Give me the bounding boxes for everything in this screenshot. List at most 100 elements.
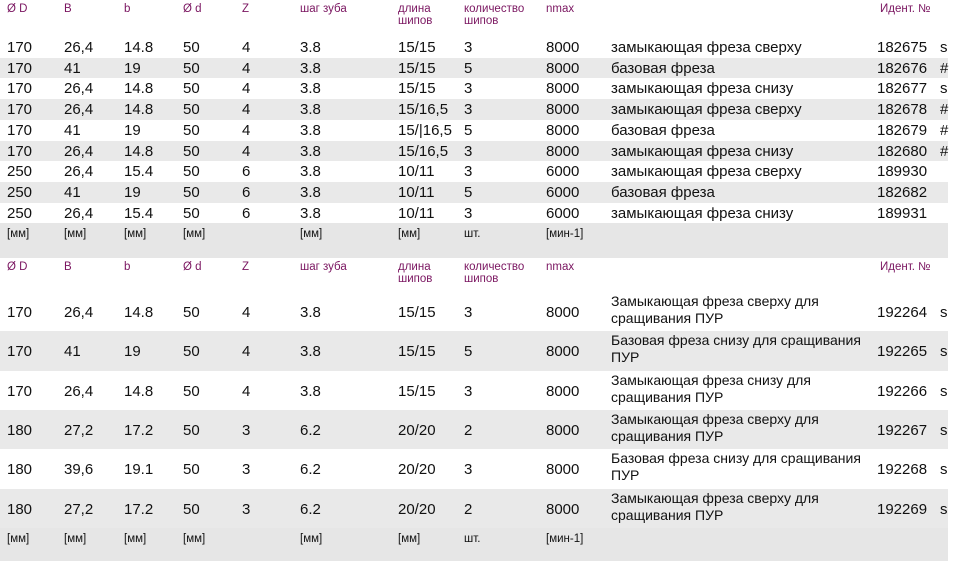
table-row: 250 26,4 15.4 50 6 3.8 10/11 3 6000 замыкающая фр… [0, 202, 948, 224]
cell-width-b: 19 [124, 121, 141, 139]
cell-bore-diameter: 50 [183, 461, 200, 479]
cell-nmax: 8000 [546, 304, 580, 321]
cell-description: замыкающая фреза снизу [611, 204, 794, 222]
cell-nmax: 8000 [546, 121, 580, 139]
cell-teeth-count: 4 [242, 382, 251, 400]
cell-outer-diameter: 250 [7, 204, 33, 222]
header-nmax: nmax [546, 261, 575, 273]
unit-bore-diameter: [мм] [183, 533, 206, 545]
cell-teeth-count: 4 [242, 121, 251, 139]
header-width-B: B [64, 261, 72, 273]
table-row: 170 26,4 14.8 50 4 3.8 15/15 3 8000 замыкающая фр… [0, 78, 948, 100]
table-row: 170 26,4 14.8 50 4 3.8 15/15 3 8000 замыкающая фр… [0, 37, 948, 58]
cell-tooth-pitch: 6.2 [300, 421, 321, 439]
cell-nmax: 8000 [546, 142, 580, 160]
header-ident-number: Идент. № [880, 261, 931, 273]
table-row: 180 27,2 17.2 50 3 6.2 20/20 2 8000 Замыкающая фр… [0, 488, 948, 528]
cell-ident-number: 192268 [877, 461, 928, 479]
cell-nmax: 8000 [546, 59, 580, 77]
cell-nmax: 8000 [546, 343, 580, 361]
cell-outer-diameter: 170 [7, 39, 33, 56]
header-outer-diameter: Ø D [7, 261, 28, 273]
cell-width-b: 17.2 [124, 421, 154, 439]
cell-tenon-length: 15/15 [398, 80, 436, 98]
cell-width-B: 41 [64, 183, 81, 201]
cell-marker: # [940, 59, 949, 77]
cell-bore-diameter: 50 [183, 304, 200, 321]
cell-ident-number: 182677 [877, 80, 928, 98]
table-row: 180 39,6 19.1 50 3 6.2 20/20 3 8000 Базовая фреза… [0, 449, 948, 489]
cell-ident-number: 182675 [877, 39, 928, 56]
cell-tenon-length: 20/20 [398, 461, 436, 479]
cell-description: базовая фреза [611, 183, 715, 201]
table-header: Ø D B b Ø d Z шаг зуба длина шипов количе… [0, 258, 948, 292]
cell-width-B: 41 [64, 59, 81, 77]
unit-nmax: [мин-1] [546, 228, 584, 240]
cell-tooth-pitch: 3.8 [300, 59, 321, 77]
header-bore-diameter: Ø d [183, 3, 202, 15]
cell-description: Замыкающая фреза сверху для сращивания П… [611, 489, 819, 523]
cell-description: замыкающая фреза сверху [611, 101, 802, 119]
unit-tenon-count: шт. [464, 228, 481, 240]
header-tenon-count: количество шипов [464, 3, 525, 27]
cell-tenon-count: 3 [464, 304, 473, 321]
unit-width-b: [мм] [124, 533, 147, 545]
cell-bore-diameter: 50 [183, 59, 200, 77]
cell-marker: s [940, 382, 948, 400]
cell-tenon-length: 15/15 [398, 304, 436, 321]
unit-tenon-count: шт. [464, 533, 481, 545]
cell-tooth-pitch: 3.8 [300, 382, 321, 400]
table-row: 170 26,4 14.8 50 4 3.8 15/15 3 8000 Замыкающая фр… [0, 370, 948, 410]
cell-marker: s [940, 343, 948, 361]
cell-width-b: 14.8 [124, 142, 154, 160]
unit-tooth-pitch: [мм] [300, 533, 323, 545]
unit-tenon-length: [мм] [398, 533, 421, 545]
cell-width-b: 15.4 [124, 204, 154, 222]
unit-width-b: [мм] [124, 228, 147, 240]
cell-width-B: 27,2 [64, 500, 94, 518]
cell-width-b: 15.4 [124, 163, 154, 181]
cell-tenon-length: 10/11 [398, 183, 435, 201]
cell-teeth-count: 6 [242, 183, 251, 201]
cell-tooth-pitch: 3.8 [300, 142, 321, 160]
unit-tenon-length: [мм] [398, 228, 421, 240]
table-row: 170 26,4 14.8 50 4 3.8 15/16,5 3 8000 замыкающая … [0, 99, 948, 120]
unit-width-B: [мм] [64, 228, 87, 240]
cell-tooth-pitch: 3.8 [300, 101, 321, 119]
cell-bore-diameter: 50 [183, 142, 200, 160]
cell-description: Базовая фреза снизу для сращивания ПУР [611, 450, 861, 484]
cell-tenon-count: 3 [464, 80, 473, 98]
cell-bore-diameter: 50 [183, 163, 200, 181]
cell-tooth-pitch: 3.8 [300, 80, 321, 98]
cell-outer-diameter: 170 [7, 382, 33, 400]
cell-bore-diameter: 50 [183, 183, 200, 201]
cell-teeth-count: 6 [242, 204, 251, 222]
cell-teeth-count: 4 [242, 142, 251, 160]
cell-nmax: 8000 [546, 39, 580, 56]
table-row: 170 41 19 50 4 3.8 15/15 5 8000 Базовая фреза сни… [0, 331, 948, 371]
cell-outer-diameter: 170 [7, 142, 33, 160]
cell-ident-number: 192266 [877, 382, 928, 400]
cell-ident-number: 182679 [877, 121, 928, 139]
cell-nmax: 8000 [546, 382, 580, 400]
cell-outer-diameter: 180 [7, 461, 33, 479]
header-nmax: nmax [546, 3, 575, 15]
cell-nmax: 8000 [546, 421, 580, 439]
cell-ident-number: 189930 [877, 163, 928, 181]
table-row: 250 26,4 15.4 50 6 3.8 10/11 3 6000 замыкающая фр… [0, 161, 948, 182]
cell-tenon-length: 20/20 [398, 500, 436, 518]
cell-tenon-count: 3 [464, 461, 473, 479]
table-row: 170 41 19 50 4 3.8 15/15 5 8000 базовая фреза 1826… [0, 57, 949, 79]
cell-marker: s [940, 80, 948, 98]
cell-width-b: 14.8 [124, 304, 154, 321]
cell-description: замыкающая фреза сверху [611, 39, 802, 56]
header-teeth-count: Z [242, 3, 250, 15]
cell-bore-diameter: 50 [183, 343, 200, 361]
cell-teeth-count: 4 [242, 39, 251, 56]
cell-description: замыкающая фреза снизу [611, 80, 794, 98]
cell-outer-diameter: 180 [7, 500, 33, 518]
cell-tooth-pitch: 3.8 [300, 39, 321, 56]
unit-bore-diameter: [мм] [183, 228, 206, 240]
cell-tenon-length: 15/|16,5 [398, 121, 452, 139]
unit-nmax: [мин-1] [546, 533, 584, 545]
